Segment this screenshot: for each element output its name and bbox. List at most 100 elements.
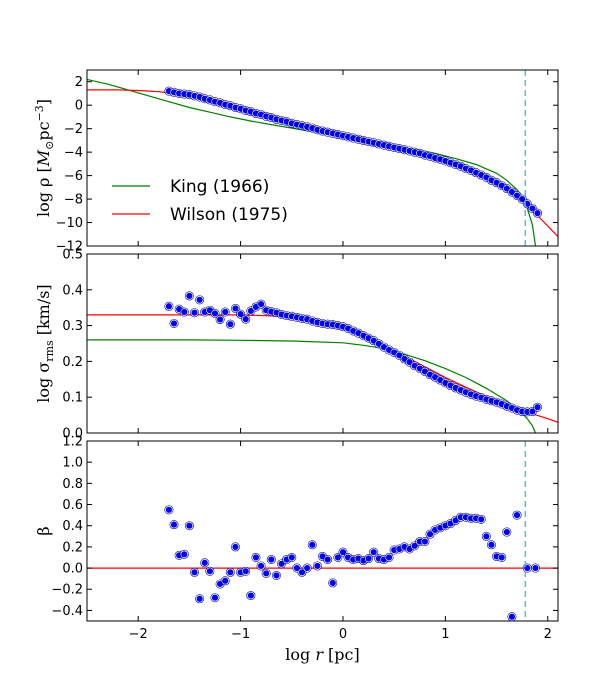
data-point-ring: [251, 552, 261, 562]
data-point-ring: [323, 555, 333, 565]
data-point-ring: [164, 505, 174, 515]
legend: King (1966) Wilson (1975): [112, 177, 288, 225]
data-point-ring: [190, 308, 200, 318]
data-point: [405, 358, 414, 366]
data-point: [226, 320, 235, 328]
data-point-ring: [497, 552, 507, 562]
y-tick-label: 0.1: [62, 391, 83, 406]
data-point: [195, 296, 204, 304]
data-point-ring: [302, 563, 312, 573]
data-point-ring: [328, 578, 338, 588]
data-point-ring: [215, 315, 225, 325]
y-tick-label: −0.4: [51, 604, 83, 619]
data-point-ring: [271, 570, 281, 580]
data-point: [497, 553, 506, 562]
data-point: [531, 564, 540, 572]
series-line-wilson-1975: [87, 89, 558, 238]
data-point: [195, 595, 204, 603]
data-point-ring: [338, 547, 348, 557]
y-tick-label: −4: [64, 146, 83, 161]
data-point-ring: [256, 299, 266, 309]
data-point: [242, 315, 250, 323]
data-point-ring: [230, 303, 240, 313]
data-point: [518, 195, 526, 203]
data-point: [513, 191, 521, 200]
y-tick-label: −10: [56, 216, 83, 231]
panel-anisotropy: −0.4 −0.2 0.0 0.2 0.4 0.6 0.8 1.0 1.2 −2 −1 0 1 2 β log…: [34, 435, 559, 664]
data-point: [190, 568, 199, 576]
y-tick-label: 0: [75, 99, 83, 114]
data-point-ring: [179, 307, 189, 317]
data-point-ring: [241, 314, 251, 324]
data-point-ring: [502, 527, 512, 537]
data-point-ring: [307, 540, 317, 550]
data-point-ring: [420, 537, 430, 547]
data-point: [231, 304, 240, 313]
y-tick-label: 0.6: [62, 498, 83, 513]
data-point-ring: [205, 566, 215, 576]
y-tick-label: 0.0: [62, 427, 83, 442]
data-point: [369, 548, 378, 556]
data-point-ring: [184, 521, 194, 531]
y-tick-label: −6: [64, 169, 83, 184]
data-point: [226, 568, 235, 576]
data-point: [364, 554, 373, 563]
data-point-ring: [527, 203, 537, 213]
data-point: [288, 553, 296, 562]
data-point-ring: [486, 540, 496, 550]
x-tick-label: 1: [441, 627, 449, 642]
data-point: [533, 209, 542, 217]
data-point: [257, 562, 265, 570]
data-point-ring: [384, 552, 394, 562]
data-point: [487, 541, 496, 549]
y-tick-label: 0.8: [62, 477, 83, 492]
data-point: [272, 571, 281, 580]
y-tick-label: 2: [75, 75, 83, 90]
y-axis-title: log ρ [M⊙pc−3]: [33, 99, 56, 217]
data-point-ring: [236, 309, 246, 319]
data-point: [180, 550, 188, 558]
data-point: [236, 310, 245, 318]
data-point: [385, 553, 393, 562]
data-point: [185, 522, 194, 530]
y-tick-label: 0.3: [62, 319, 83, 334]
data-point: [242, 567, 250, 575]
data-point: [252, 553, 260, 562]
data-point-ring: [266, 555, 276, 565]
data-point: [313, 562, 322, 570]
data-point-ring: [220, 576, 230, 586]
data-point: [323, 555, 332, 564]
data-point-ring: [522, 199, 532, 209]
data-point: [231, 543, 240, 551]
data-point: [206, 567, 214, 575]
data-point-ring: [195, 594, 205, 604]
data-point-ring: [179, 549, 189, 559]
data-point-ring: [533, 402, 543, 412]
data-point: [533, 403, 542, 411]
data-point: [221, 308, 229, 316]
y-axis-title: β: [34, 526, 53, 535]
data-point: [395, 351, 403, 360]
legend-label: Wilson (1975): [170, 205, 288, 225]
y-tick-label: −8: [64, 193, 83, 208]
data-point-ring: [210, 308, 220, 318]
data-point-ring: [200, 558, 210, 568]
series-line-wilson-1975: [87, 314, 558, 423]
data-point-ring: [195, 295, 205, 305]
y-tick-label: −12: [56, 240, 83, 255]
axes-frame: [86, 69, 559, 247]
data-point-ring: [164, 301, 174, 311]
y-tick-label: 0.4: [62, 519, 83, 534]
data-point: [329, 579, 337, 587]
data-point: [308, 541, 316, 549]
x-tick-label: −2: [129, 627, 148, 642]
data-point-ring: [476, 514, 486, 524]
data-point-ring: [246, 591, 256, 601]
y-tick-label: −2: [64, 122, 83, 137]
data-point-ring: [364, 554, 374, 564]
data-point: [216, 315, 224, 324]
data-point: [201, 559, 209, 567]
data-point: [180, 308, 188, 316]
x-tick-label: −1: [231, 627, 250, 642]
